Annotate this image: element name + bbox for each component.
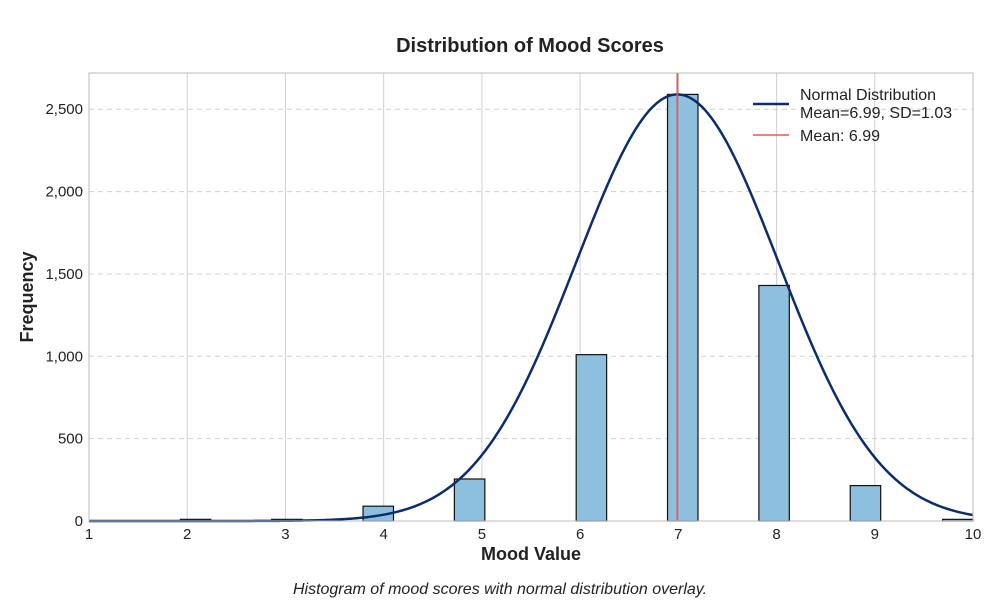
x-tick-label: 10 (965, 526, 982, 543)
plot-frame (88, 72, 974, 522)
legend-mean-label: Mean: 6.99 (800, 128, 880, 145)
y-tick-label: 2,000 (45, 184, 83, 201)
y-axis-ticks: 0 500 1,000 1,500 2,000 2,500 (45, 101, 83, 530)
histogram-bar (666, 93, 699, 522)
x-tick-label: 2 (183, 526, 191, 543)
legend-curve-label-line1: Normal Distribution (800, 87, 936, 104)
histogram-bar (575, 354, 608, 522)
y-axis-label: Frequency (17, 251, 37, 342)
y-tick-label: 0 (75, 513, 83, 530)
histogram-bar (453, 478, 486, 522)
chart-title: Distribution of Mood Scores (396, 35, 664, 57)
x-tick-label: 9 (871, 526, 879, 543)
chart-caption: Histogram of mood scores with normal dis… (293, 581, 707, 598)
y-tick-label: 1,000 (45, 348, 83, 365)
x-axis-label: Mood Value (481, 544, 581, 564)
x-tick-label: 4 (379, 526, 387, 543)
y-tick-label: 2,500 (45, 101, 83, 118)
x-tick-label: 5 (478, 526, 486, 543)
histogram-bar (849, 484, 882, 522)
legend-curve-label-line2: Mean=6.99, SD=1.03 (800, 105, 952, 122)
x-tick-label: 8 (772, 526, 780, 543)
x-tick-label: 3 (281, 526, 289, 543)
x-axis-ticks: 1 2 3 4 5 6 7 8 9 10 (85, 526, 982, 543)
histogram-bars (179, 93, 974, 522)
y-tick-label: 500 (58, 431, 83, 448)
y-tick-label: 1,500 (45, 266, 83, 283)
legend: Normal Distribution Mean=6.99, SD=1.03 M… (753, 87, 952, 145)
x-tick-label: 6 (576, 526, 584, 543)
histogram-bar (758, 284, 790, 522)
x-tick-label: 7 (674, 526, 682, 543)
x-tick-label: 1 (85, 526, 93, 543)
